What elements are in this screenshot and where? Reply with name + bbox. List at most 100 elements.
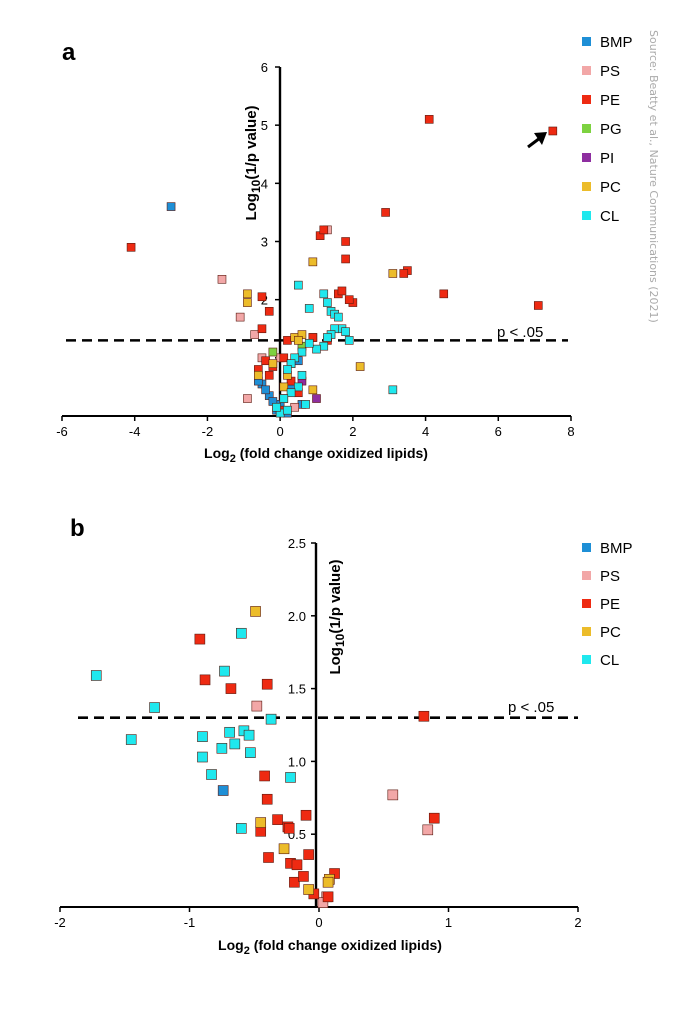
y-axis-label: Log10(1/p value) bbox=[243, 105, 263, 220]
data-point-cl bbox=[125, 734, 137, 745]
x-axis-label-sub: 2 bbox=[244, 945, 250, 957]
data-point-cl bbox=[283, 365, 292, 374]
threshold-label: p < .05 bbox=[508, 699, 554, 716]
data-point-cl bbox=[243, 729, 255, 741]
y-axis-label-rest: (1/p value) bbox=[243, 105, 260, 179]
x-tick-label: -4 bbox=[129, 424, 141, 439]
data-point-pe bbox=[300, 809, 312, 821]
x-axis-label-rest: (fold change oxidized lipids) bbox=[250, 937, 442, 953]
arrow-head-icon bbox=[534, 132, 547, 145]
y-tick-label: 2.0 bbox=[288, 609, 306, 624]
y-tick-label: 3 bbox=[261, 235, 268, 250]
legend-swatch-pc bbox=[582, 627, 591, 636]
data-point-pe bbox=[291, 859, 303, 871]
legend-swatch-pi bbox=[582, 153, 591, 162]
data-point-pe bbox=[424, 115, 434, 124]
data-point-pe bbox=[322, 891, 334, 903]
data-point-pc bbox=[243, 289, 252, 299]
data-point-bmp bbox=[261, 385, 270, 395]
legend-label-bmp: BMP bbox=[600, 34, 633, 51]
data-point-pe bbox=[439, 289, 449, 299]
data-point-pe bbox=[428, 812, 440, 824]
x-axis-label-sub: 2 bbox=[230, 453, 236, 465]
data-point-cl bbox=[312, 344, 321, 354]
data-point-ps bbox=[387, 789, 399, 801]
data-point-cl bbox=[90, 670, 102, 681]
data-point-pc bbox=[279, 382, 289, 392]
legend-label-pi: PI bbox=[600, 150, 614, 167]
data-point-pe bbox=[225, 683, 237, 694]
legend-swatch-pe bbox=[582, 599, 591, 608]
source-note: Source: Beatty et al., Nature Communicat… bbox=[647, 30, 662, 330]
data-point-pe bbox=[261, 356, 270, 366]
legend-label-ps: PS bbox=[600, 63, 620, 80]
data-point-pc bbox=[255, 817, 267, 828]
data-point-pe bbox=[418, 710, 430, 722]
legend-swatch-ps bbox=[582, 571, 591, 580]
legend-label-pc: PC bbox=[600, 624, 621, 641]
data-point-cl bbox=[272, 402, 281, 412]
data-point-pc bbox=[355, 362, 365, 371]
legend-label-bmp: BMP bbox=[600, 540, 633, 557]
legend-swatch-cl bbox=[582, 655, 591, 664]
data-point-cl bbox=[206, 769, 217, 780]
legend-swatch-pc bbox=[582, 182, 591, 191]
x-axis-label-main: Log bbox=[204, 445, 230, 461]
data-point-pe bbox=[381, 208, 390, 217]
legend-label-pe: PE bbox=[600, 92, 620, 109]
data-point-pc bbox=[243, 298, 252, 307]
data-point-pe bbox=[337, 286, 347, 296]
data-point-pc bbox=[303, 884, 314, 895]
x-axis-label-rest: (fold change oxidized lipids) bbox=[236, 445, 428, 461]
data-point-pe bbox=[264, 306, 274, 316]
y-axis-label-main: Log bbox=[243, 193, 260, 221]
y-axis-label: Log10(1/p value) bbox=[327, 559, 347, 674]
x-tick-label: 4 bbox=[422, 424, 429, 439]
y-tick-label: 2.5 bbox=[288, 536, 306, 551]
data-point-pe bbox=[548, 126, 558, 136]
legend-label-pc: PC bbox=[600, 179, 621, 196]
data-point-cl bbox=[341, 327, 350, 336]
data-point-cl bbox=[304, 304, 314, 313]
data-point-cl bbox=[279, 394, 289, 403]
legend-swatch-ps bbox=[582, 66, 591, 75]
data-point-cl bbox=[334, 312, 343, 322]
data-point-cl bbox=[344, 336, 354, 345]
legend-label-pg: PG bbox=[600, 121, 622, 138]
data-point-pe bbox=[263, 852, 274, 863]
data-point-cl bbox=[286, 388, 296, 398]
x-tick-label: 0 bbox=[277, 424, 284, 439]
data-point-cl bbox=[297, 370, 307, 380]
legend-label-ps: PS bbox=[600, 568, 620, 585]
legend-swatch-cl bbox=[582, 211, 591, 220]
x-axis-label-main: Log bbox=[218, 937, 244, 953]
y-axis-label-sub: 10 bbox=[333, 633, 347, 647]
data-point-pe bbox=[303, 849, 314, 860]
data-point-cl bbox=[236, 823, 247, 834]
data-point-cl bbox=[283, 405, 292, 415]
legend-swatch-pg bbox=[582, 124, 591, 133]
data-point-pe bbox=[289, 876, 300, 888]
data-point-cl bbox=[224, 726, 235, 738]
data-point-cl bbox=[301, 400, 310, 409]
arrow-shaft bbox=[527, 136, 541, 149]
y-tick-label: 1.0 bbox=[288, 754, 306, 769]
legend-label-cl: CL bbox=[600, 652, 619, 669]
data-point-cl bbox=[216, 742, 228, 754]
data-point-pc bbox=[308, 385, 318, 395]
y-axis-label-main: Log bbox=[327, 647, 344, 675]
panel-label: a bbox=[62, 39, 76, 66]
data-point-pe bbox=[257, 324, 267, 334]
x-tick-label: 8 bbox=[567, 424, 574, 439]
data-point-cl bbox=[323, 333, 332, 342]
x-tick-label: 2 bbox=[349, 424, 356, 439]
data-point-bmp bbox=[217, 785, 229, 796]
data-point-pe bbox=[194, 633, 206, 645]
data-point-cl bbox=[265, 713, 277, 725]
data-point-ps bbox=[217, 275, 227, 284]
data-point-pc bbox=[388, 269, 398, 278]
data-point-pe bbox=[264, 370, 274, 380]
data-point-pe bbox=[126, 243, 136, 252]
